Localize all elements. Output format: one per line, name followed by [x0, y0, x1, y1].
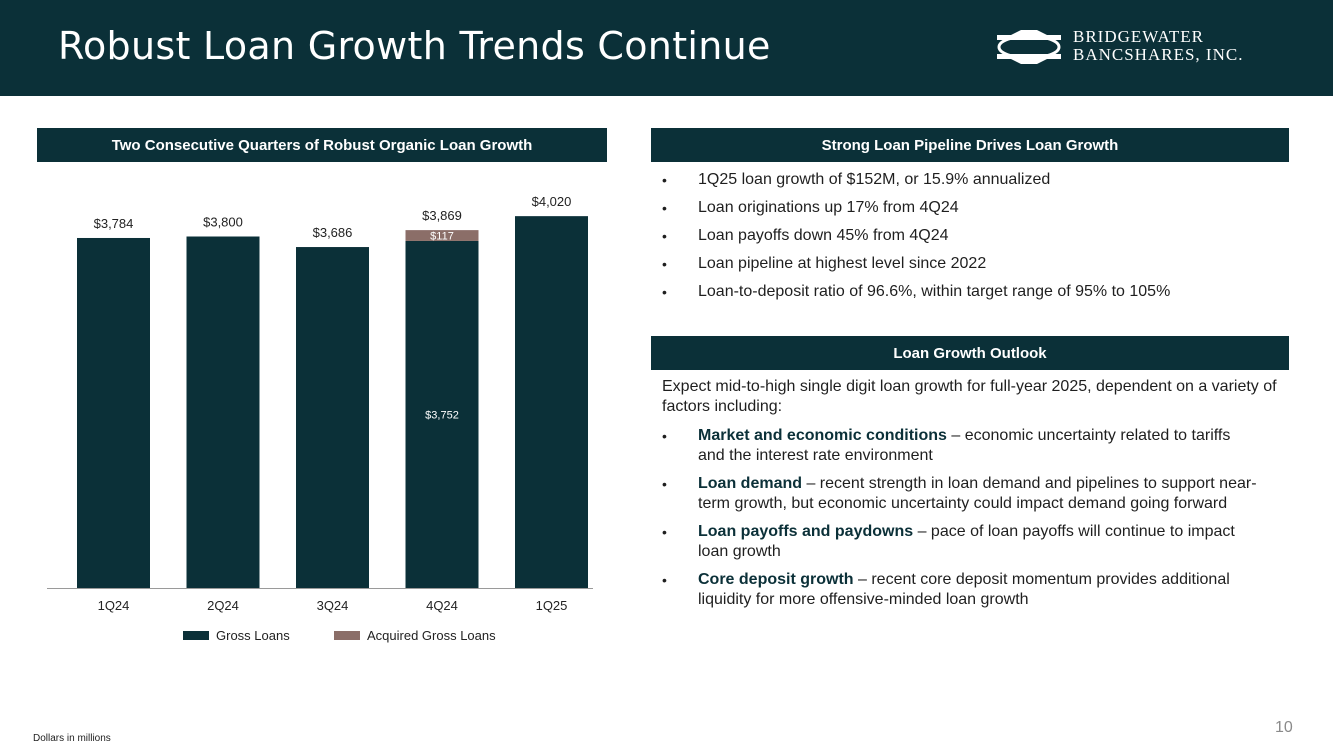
legend-label: Gross Loans [216, 628, 290, 643]
x-tick-label: 3Q24 [317, 598, 349, 613]
pipeline-bullet: Loan originations up 17% from 4Q24 [660, 198, 1290, 226]
bar-total-label: $3,800 [203, 215, 243, 230]
segment-label: $117 [430, 231, 454, 243]
legend-label: Acquired Gross Loans [367, 628, 496, 643]
pipeline-bullet: Loan-to-deposit ratio of 96.6%, within t… [660, 282, 1290, 310]
logo-line-2: BANCSHARES, INC. [1073, 45, 1244, 64]
x-tick-label: 4Q24 [426, 598, 458, 613]
x-tick-label: 1Q24 [98, 598, 130, 613]
bar-4Q24-gross-loans [405, 240, 479, 588]
legend-swatch [334, 631, 360, 640]
logo-line-1: BRIDGEWATER [1073, 27, 1204, 46]
bar-1Q24-gross-loans [77, 237, 150, 588]
pipeline-bullet: Loan pipeline at highest level since 202… [660, 254, 1290, 282]
factor-title: Core deposit growth [698, 571, 854, 588]
bar-4Q24-acquired-gross-loans [405, 230, 479, 241]
pipeline-heading: Strong Loan Pipeline Drives Loan Growth [651, 128, 1289, 162]
outlook-factor: Loan demand – recent strength in loan de… [660, 474, 1260, 514]
outlook-intro: Expect mid-to-high single digit loan gro… [662, 378, 1277, 415]
factor-text: – recent strength in loan demand and pip… [698, 475, 1257, 512]
bar-total-label: $3,869 [422, 208, 462, 223]
factor-title: Loan demand [698, 475, 803, 492]
outlook-factor: Loan payoffs and paydowns – pace of loan… [660, 522, 1260, 562]
factor-title: Loan payoffs and paydowns [698, 523, 914, 540]
x-tick-label: 2Q24 [207, 598, 239, 613]
page-title: Robust Loan Growth Trends Continue [58, 24, 771, 68]
pipeline-bullet: Loan payoffs down 45% from 4Q24 [660, 226, 1290, 254]
outlook-heading: Loan Growth Outlook [651, 336, 1289, 370]
factor-text: – recent core deposit momentum provides … [698, 571, 1230, 608]
page-number: 10 [1275, 719, 1293, 736]
legend-swatch [183, 631, 209, 640]
factor-title: Market and economic conditions [698, 427, 947, 444]
bar-3Q24-gross-loans [296, 247, 369, 589]
factor-text: – economic uncertainty related to tariff… [698, 427, 1231, 464]
title-bar: Robust Loan Growth Trends Continue BRIDG… [0, 0, 1333, 96]
chart-section-heading: Two Consecutive Quarters of Robust Organ… [37, 128, 607, 162]
bar-total-label: $3,686 [313, 225, 353, 240]
factor-text: – pace of loan payoffs will continue to … [698, 523, 1235, 560]
pipeline-bullet: 1Q25 loan growth of $152M, or 15.9% annu… [660, 170, 1290, 198]
bar-total-label: $3,784 [94, 216, 134, 231]
segment-label: $3,752 [425, 409, 459, 421]
bar-total-label: $4,020 [532, 194, 572, 209]
outlook-factor: Core deposit growth – recent core deposi… [660, 570, 1260, 610]
bar-1Q25-gross-loans [515, 216, 588, 588]
bar-2Q24-gross-loans [186, 236, 260, 588]
outlook-factors: Market and economic conditions – economi… [660, 426, 1260, 618]
x-tick-label: 1Q25 [536, 598, 568, 613]
outlook-factor: Market and economic conditions – economi… [660, 426, 1260, 466]
pipeline-bullets: 1Q25 loan growth of $152M, or 15.9% annu… [660, 170, 1290, 310]
bridgewater-logo: BRIDGEWATER BANCSHARES, INC. [993, 27, 1273, 67]
loan-growth-chart: $3,784 1Q24 $3,800 2Q24 $3,686 3Q24 $3,752 $117… [47, 194, 593, 643]
logo-mark-icon [997, 30, 1061, 64]
units-footnote: Dollars in millions [33, 733, 111, 744]
